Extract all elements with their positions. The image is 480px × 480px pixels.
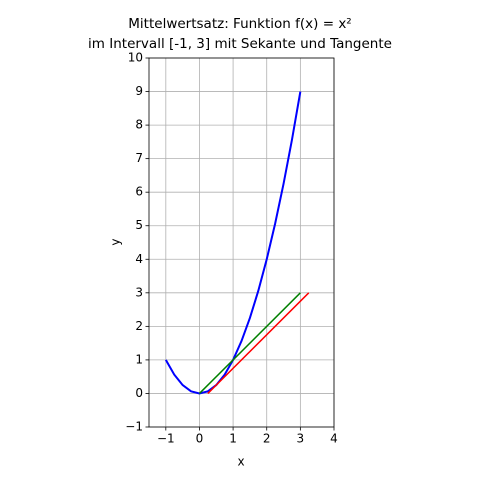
y-tick-label: 10 bbox=[128, 51, 143, 65]
x-tick-label: 4 bbox=[330, 432, 338, 446]
y-axis-label: y bbox=[109, 238, 123, 245]
x-tick-label: 3 bbox=[297, 432, 305, 446]
y-tick-label: 6 bbox=[135, 185, 143, 199]
x-tick-label: 2 bbox=[263, 432, 271, 446]
y-tick-label: 0 bbox=[135, 386, 143, 400]
y-tick-label: −1 bbox=[125, 420, 143, 434]
x-axis-label: x bbox=[237, 455, 244, 469]
x-tick-label: 0 bbox=[196, 432, 204, 446]
chart-title: Mittelwertsatz: Funktion f(x) = x² bbox=[128, 16, 351, 32]
y-tick-label: 5 bbox=[135, 218, 143, 232]
y-tick-label: 7 bbox=[135, 151, 143, 165]
y-tick-label: 9 bbox=[135, 84, 143, 98]
x-tick-label: 1 bbox=[229, 432, 237, 446]
series-line bbox=[198, 292, 301, 394]
y-tick-label: 2 bbox=[135, 319, 143, 333]
y-tick-label: 8 bbox=[135, 118, 143, 132]
y-tick-label: 3 bbox=[135, 285, 143, 299]
series-line bbox=[207, 292, 310, 394]
plot-frame bbox=[148, 57, 335, 428]
y-tick-label: 1 bbox=[135, 352, 143, 366]
x-tick-label: −1 bbox=[157, 432, 175, 446]
chart-subtitle: im Intervall [-1, 3] mit Sekante und Tan… bbox=[88, 36, 392, 52]
y-tick-label: 4 bbox=[135, 252, 143, 266]
